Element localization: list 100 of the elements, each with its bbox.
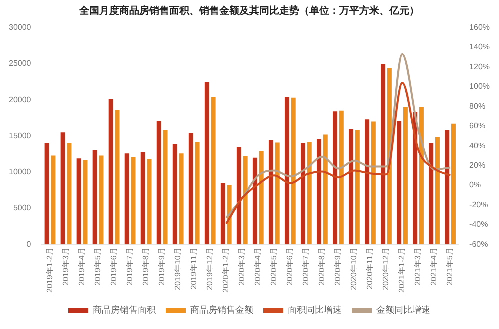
y-tick-label: 0 <box>26 240 32 249</box>
bar <box>429 143 434 245</box>
bar <box>300 143 306 245</box>
x-tick-label: 2019年7月 <box>126 248 135 286</box>
bar <box>51 156 56 245</box>
bar <box>236 147 242 245</box>
bar <box>195 142 200 245</box>
x-tick-label: 2021年5月 <box>446 248 455 286</box>
x-tick-label: 2020年10月 <box>350 248 359 290</box>
x-tick-label: 2019年11月 <box>190 248 199 290</box>
x-tick-label: 2021年1-2月 <box>398 248 407 293</box>
legend-label: 商品房销售金额 <box>190 304 254 315</box>
chart-title: 全国月度商品房销售面积、销售金额及其同比走势（单位：万平方米、亿元） <box>78 4 420 18</box>
y-tick-label: 5000 <box>13 204 32 213</box>
bar <box>451 124 456 245</box>
y2-tick-label: 100% <box>470 82 490 92</box>
bar <box>131 157 136 245</box>
x-tick-label: 2020年6月 <box>286 248 295 286</box>
y2-tick-label: 0% <box>470 180 482 190</box>
y-tick-label: 25000 <box>8 59 32 68</box>
bar <box>124 154 130 245</box>
x-tick-label: 2019年5月 <box>93 248 102 286</box>
x-tick-label: 2021年3月 <box>414 248 423 286</box>
bar <box>445 130 450 245</box>
bar <box>365 120 370 245</box>
bar <box>147 159 152 245</box>
bar <box>339 110 344 245</box>
bar <box>323 134 328 245</box>
x-tick-label: 2019年6月 <box>110 248 118 286</box>
x-tick-label: 2019年3月 <box>61 248 70 286</box>
bar <box>252 158 258 245</box>
y-tick-label: 10000 <box>8 168 32 177</box>
bar <box>140 152 146 245</box>
x-tick-label: 2021年4月 <box>430 248 439 286</box>
bar <box>349 128 354 245</box>
y2-tick-label: 140% <box>470 42 490 52</box>
bar <box>291 98 296 245</box>
y-tick-label: 20000 <box>8 95 32 104</box>
x-tick-label: 2020年1-2月 <box>222 248 231 293</box>
x-tick-label: 2020年7月 <box>302 248 311 286</box>
y-tick-label: 30000 <box>8 23 32 32</box>
bar <box>220 183 226 245</box>
x-tick-label: 2020年4月 <box>254 248 263 286</box>
x-tick-label: 2020年3月 <box>238 248 247 286</box>
line-series <box>225 53 452 220</box>
y2-tick-label: 160% <box>470 23 490 32</box>
bar <box>211 97 216 245</box>
bar <box>99 156 104 245</box>
y2-tick-label: 80% <box>470 102 486 111</box>
x-tick-label: 2020年5月 <box>270 248 279 286</box>
bar <box>333 112 338 245</box>
bar <box>419 107 424 245</box>
x-tick-label: 2020年12月 <box>382 248 391 290</box>
x-tick-label: 2020年8月 <box>318 248 327 286</box>
bar <box>108 99 114 245</box>
line-series <box>225 82 452 225</box>
bar <box>179 154 184 245</box>
bar <box>284 97 290 245</box>
legend-label: 金额同比增速 <box>376 304 430 315</box>
x-tick-label: 2019年1-2月 <box>45 248 54 293</box>
bar <box>92 150 98 245</box>
bar <box>76 158 82 245</box>
bar <box>60 132 66 245</box>
bar <box>275 142 280 245</box>
bar <box>435 136 440 245</box>
bar <box>317 139 322 245</box>
bar <box>403 107 408 245</box>
bar <box>307 142 312 245</box>
legend-label: 商品房销售面积 <box>93 304 156 315</box>
y2-tick-label: 20% <box>470 160 486 170</box>
bar <box>381 64 386 245</box>
x-tick-label: 2019年4月 <box>77 248 86 286</box>
bar <box>397 121 402 245</box>
y2-tick-label: -20% <box>470 200 488 210</box>
x-tick-label: 2020年9月 <box>334 248 343 286</box>
bar <box>243 156 248 245</box>
legend-label: 面积同比增速 <box>288 304 342 315</box>
bar <box>204 82 210 245</box>
bar <box>163 130 168 245</box>
y2-tick-label: 60% <box>470 122 486 131</box>
y2-tick-label: 40% <box>470 141 486 150</box>
y2-tick-label: -60% <box>470 240 488 249</box>
x-tick-label: 2019年10月 <box>174 248 183 290</box>
x-tick-label: 2019年12月 <box>206 248 215 290</box>
y2-tick-label: -40% <box>470 220 488 230</box>
bar <box>172 144 178 245</box>
x-tick-label: 2019年9月 <box>158 248 167 286</box>
y2-tick-label: 120% <box>470 62 490 72</box>
bar <box>355 130 360 245</box>
y-tick-label: 15000 <box>8 131 32 140</box>
bar <box>83 160 88 245</box>
bar <box>188 133 194 245</box>
bar <box>268 140 274 245</box>
bar <box>259 151 264 245</box>
bar <box>67 143 72 245</box>
bar <box>156 121 162 245</box>
bar <box>44 143 50 245</box>
x-tick-label: 2020年11月 <box>366 248 375 290</box>
bar <box>371 122 376 245</box>
x-tick-label: 2019年8月 <box>142 248 151 286</box>
